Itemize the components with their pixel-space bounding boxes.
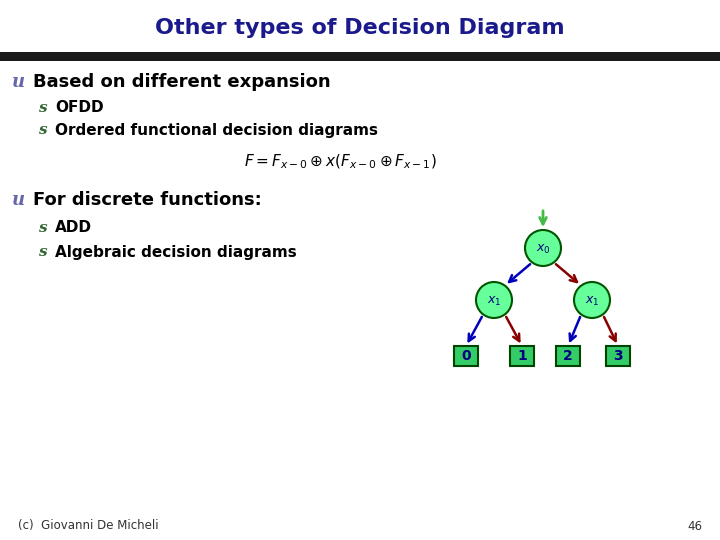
Text: s: s xyxy=(37,123,46,137)
Text: Based on different expansion: Based on different expansion xyxy=(33,73,330,91)
Text: s: s xyxy=(37,245,46,259)
Text: OFDD: OFDD xyxy=(55,100,104,116)
Text: Other types of Decision Diagram: Other types of Decision Diagram xyxy=(156,18,564,38)
Text: (c)  Giovanni De Micheli: (c) Giovanni De Micheli xyxy=(18,519,158,532)
Text: 3: 3 xyxy=(613,349,623,363)
Text: 46: 46 xyxy=(687,519,702,532)
Text: u: u xyxy=(12,191,24,209)
Circle shape xyxy=(476,282,512,318)
Text: For discrete functions:: For discrete functions: xyxy=(33,191,262,209)
Circle shape xyxy=(574,282,610,318)
Text: 2: 2 xyxy=(563,349,573,363)
Text: $x_0$: $x_0$ xyxy=(536,242,550,255)
Circle shape xyxy=(525,230,561,266)
Text: 1: 1 xyxy=(517,349,527,363)
Text: s: s xyxy=(37,101,46,115)
Text: ADD: ADD xyxy=(55,220,92,235)
Text: $x_1$: $x_1$ xyxy=(487,294,501,308)
Text: u: u xyxy=(12,73,24,91)
Text: $x_1$: $x_1$ xyxy=(585,294,599,308)
FancyBboxPatch shape xyxy=(606,346,630,366)
Text: $F = F_{x-0} \oplus x(F_{x-0} \oplus F_{x-1})$: $F = F_{x-0} \oplus x(F_{x-0} \oplus F_{… xyxy=(243,153,436,171)
FancyBboxPatch shape xyxy=(454,346,478,366)
FancyBboxPatch shape xyxy=(556,346,580,366)
Bar xyxy=(0,52,720,61)
Text: 0: 0 xyxy=(462,349,471,363)
Text: s: s xyxy=(37,221,46,235)
FancyBboxPatch shape xyxy=(510,346,534,366)
Text: Algebraic decision diagrams: Algebraic decision diagrams xyxy=(55,245,297,260)
Text: Ordered functional decision diagrams: Ordered functional decision diagrams xyxy=(55,123,378,138)
